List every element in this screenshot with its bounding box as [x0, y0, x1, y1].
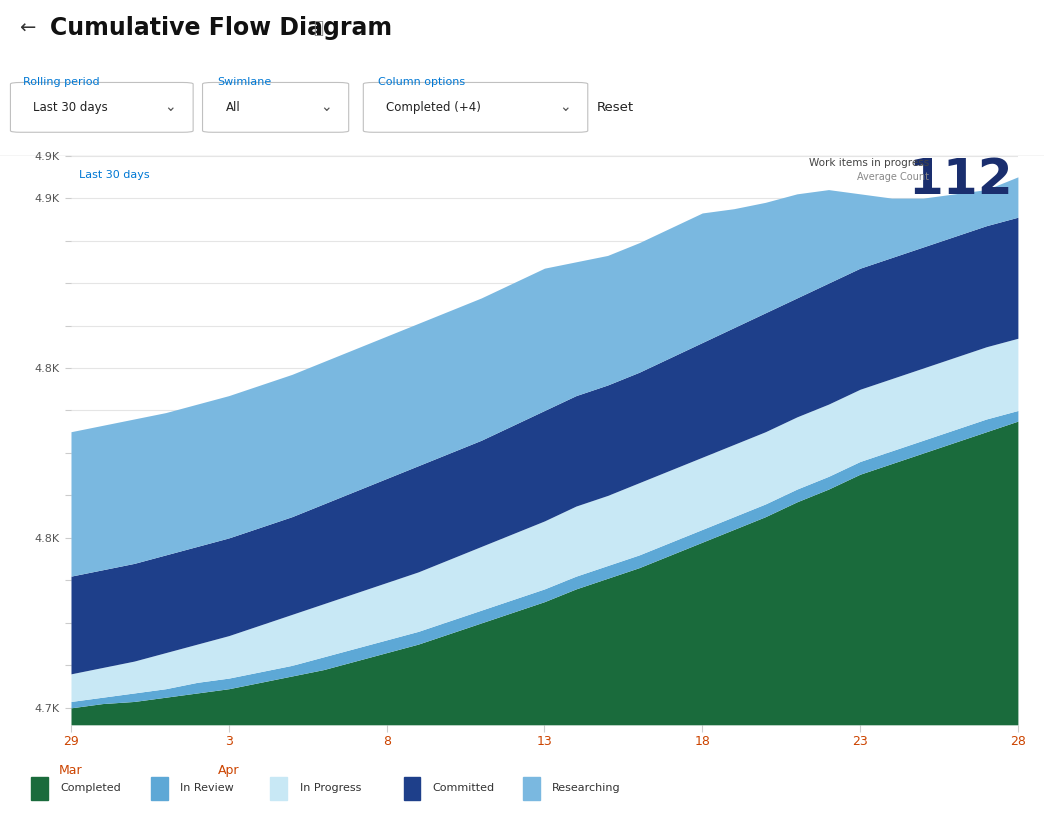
- FancyBboxPatch shape: [203, 83, 349, 132]
- Text: Researching: Researching: [552, 783, 621, 794]
- Text: In Progress: In Progress: [300, 783, 361, 794]
- Text: Average Count: Average Count: [857, 172, 929, 182]
- Bar: [270, 776, 287, 800]
- Text: Reset: Reset: [597, 101, 635, 114]
- Text: All: All: [226, 101, 240, 114]
- Text: Rolling period: Rolling period: [23, 77, 99, 87]
- Text: Column options: Column options: [378, 77, 465, 87]
- Bar: [150, 776, 167, 800]
- Text: Committed: Committed: [432, 783, 495, 794]
- Text: Mar: Mar: [60, 764, 82, 777]
- Text: Apr: Apr: [218, 764, 239, 777]
- Text: ⌄: ⌄: [164, 101, 176, 115]
- Bar: [31, 776, 48, 800]
- Text: ⌄: ⌄: [559, 101, 571, 115]
- FancyBboxPatch shape: [363, 83, 588, 132]
- Text: Cumulative Flow Diagram: Cumulative Flow Diagram: [50, 16, 393, 40]
- Text: ⌄: ⌄: [319, 101, 332, 115]
- Text: Last 30 days: Last 30 days: [33, 101, 109, 114]
- Bar: [523, 776, 540, 800]
- Text: ⓘ: ⓘ: [313, 19, 324, 37]
- Text: ←: ←: [19, 19, 35, 38]
- Text: Swimlane: Swimlane: [217, 77, 271, 87]
- Bar: [403, 776, 420, 800]
- Text: Completed (+4): Completed (+4): [386, 101, 481, 114]
- Text: In Review: In Review: [180, 783, 234, 794]
- Text: Completed: Completed: [61, 783, 121, 794]
- Text: Last 30 days: Last 30 days: [78, 170, 149, 180]
- FancyBboxPatch shape: [10, 83, 193, 132]
- Text: Work items in progress: Work items in progress: [809, 158, 929, 168]
- Text: 112: 112: [908, 156, 1013, 204]
